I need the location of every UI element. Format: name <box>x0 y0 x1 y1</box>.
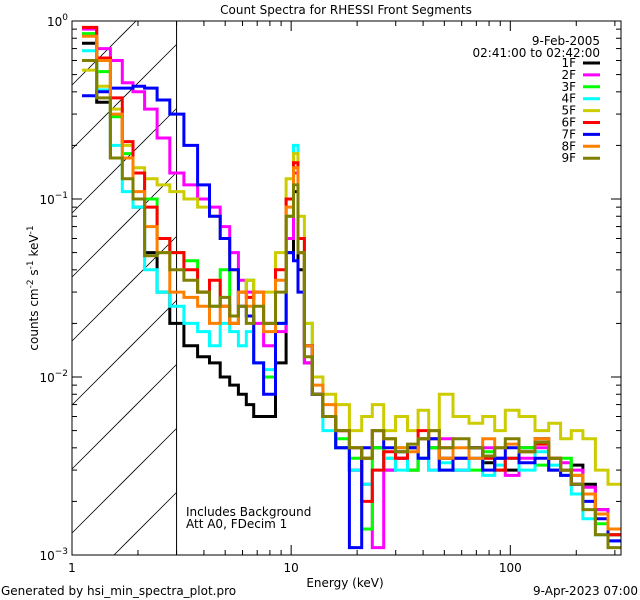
hatch-line <box>71 428 177 534</box>
time-range-label: 02:41:00 to 02:42:00 <box>473 46 600 60</box>
hatch-line <box>71 44 177 150</box>
date-label: 9-Feb-2005 <box>532 34 600 48</box>
footer-generated-by: Generated by hsi_min_spectra_plot.pro <box>1 584 236 598</box>
x-axis-label: Energy (keV) <box>306 576 383 590</box>
x-tick-label: 10 <box>284 561 299 575</box>
legend-label-8F: 8F <box>561 139 576 153</box>
hatch-line <box>71 172 177 278</box>
legend-label-6F: 6F <box>561 116 576 130</box>
x-tick-label: 1 <box>68 561 76 575</box>
y-tick-label: 10−2 <box>39 369 68 385</box>
legend-label-2F: 2F <box>561 68 576 82</box>
series-group <box>82 25 621 550</box>
chart-title: Count Spectra for RHESSI Front Segments <box>220 3 472 17</box>
y-axis-label: counts cm-2 s-1 keV-1 <box>26 225 41 350</box>
x-tick-label: 100 <box>499 561 522 575</box>
footer-timestamp: 9-Apr-2023 07:00 <box>533 584 638 598</box>
legend-label-7F: 7F <box>561 127 576 141</box>
excluded-region-hatch <box>71 20 178 556</box>
y-tick-label: 100 <box>47 13 68 29</box>
series-5F <box>82 68 621 486</box>
series-9F <box>82 59 621 550</box>
legend-label-9F: 9F <box>561 151 576 165</box>
axis-ticks: 1 10 100 100 10−1 10−2 10−3 <box>39 13 621 575</box>
y-tick-label: 10−3 <box>39 547 68 563</box>
hatch-line <box>71 108 177 214</box>
hatch-line <box>113 492 177 556</box>
legend-label-5F: 5F <box>561 104 576 118</box>
y-tick-label: 10−1 <box>39 191 68 207</box>
hatch-line <box>71 20 137 86</box>
hatch-line <box>71 300 177 406</box>
legend-label-3F: 3F <box>561 80 576 94</box>
legend-label-4F: 4F <box>561 92 576 106</box>
legend-label-1F: 1F <box>561 56 576 70</box>
annotation-background: Includes Background <box>186 505 311 519</box>
annotation-attenuator: Att A0, FDecim 1 <box>186 517 287 531</box>
hatch-line <box>71 364 177 470</box>
plot-frame <box>71 20 622 556</box>
